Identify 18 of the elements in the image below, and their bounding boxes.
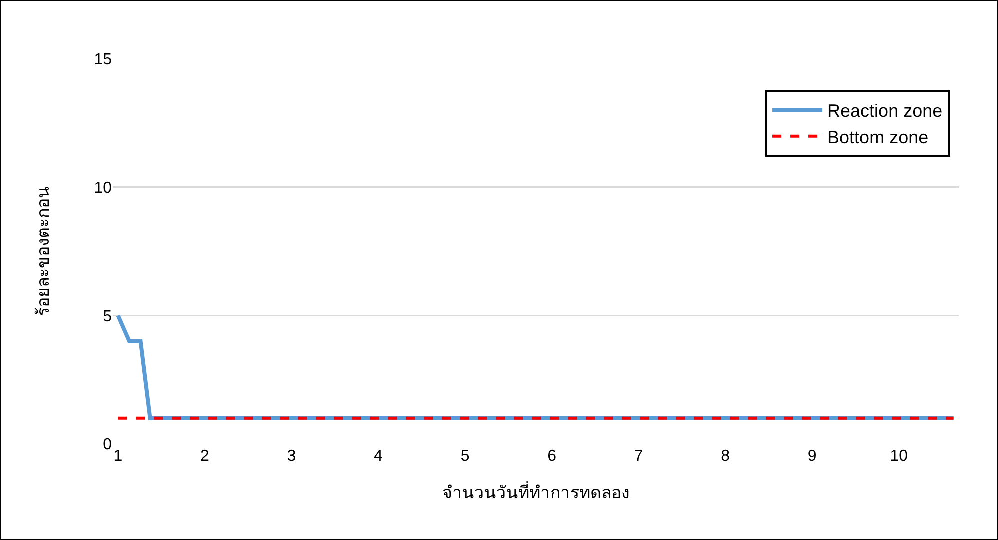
x-tick-label: 9 <box>808 448 817 465</box>
x-tick-label: 7 <box>634 448 644 465</box>
x-axis-title: จำนวนวันที่ทำการทดลอง <box>442 480 630 502</box>
y-tick-label: 15 <box>94 52 112 69</box>
y-tick-label: 5 <box>103 308 112 326</box>
legend-label: Bottom zone <box>828 127 929 148</box>
x-tick-label: 4 <box>374 448 384 465</box>
y-tick-label: 10 <box>94 180 112 197</box>
x-tick-label: 8 <box>721 448 730 465</box>
x-tick-label: 10 <box>890 448 908 465</box>
x-tick-label: 2 <box>200 448 210 465</box>
x-tick-label: 5 <box>460 448 470 465</box>
x-tick-label: 1 <box>114 448 123 465</box>
y-tick-label: 0 <box>103 436 112 454</box>
x-tick-label: 6 <box>548 448 557 465</box>
y-axis-title: ร้อยละของตะกอน <box>34 186 53 316</box>
x-tick-label: 3 <box>287 448 296 465</box>
legend-label: Reaction zone <box>828 101 943 122</box>
